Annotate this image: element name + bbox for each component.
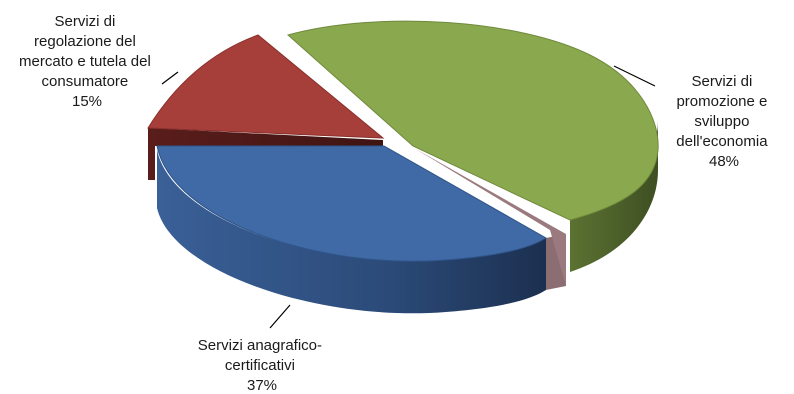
leader-line-regolazione [161,71,179,85]
pie-slice-regolazione [147,34,385,180]
pie-slice-promozione [286,20,659,272]
slice-side-promozione [570,120,658,272]
leader-line-anagrafico [269,304,291,329]
leader-line-promozione [613,65,656,87]
slice-cut-face [414,148,566,286]
slice-top-promozione [286,20,659,221]
label-anagrafico: Servizi anagrafico- certificativi 37% [198,337,326,394]
label-promozione: Servizi di promozione e sviluppo dell'ec… [676,73,771,170]
label-regolazione: Servizi di regolazione del mercato e tut… [19,13,155,110]
slice-side-regolazione [148,128,383,180]
slice-side-anagrafico [157,150,546,314]
slice-top-anagrafico [156,145,547,262]
slice-top-regolazione [147,34,385,139]
